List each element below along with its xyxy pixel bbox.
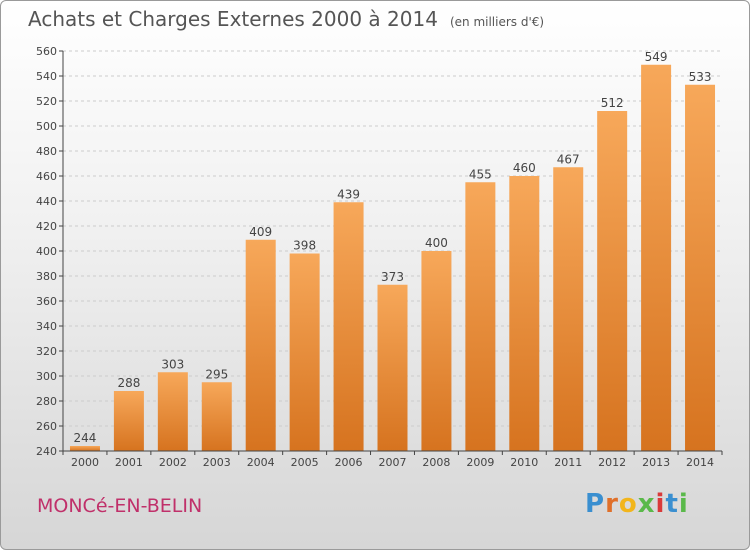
bar-value-label: 460 (513, 161, 536, 175)
y-tick-label: 380 (36, 270, 57, 283)
logo-letter: o (618, 489, 638, 519)
labels: 240 260 280 300 320 340 360 380 400 420 440 460 480 5… (36, 45, 714, 469)
bar (421, 251, 452, 451)
logo-letter: x (637, 489, 656, 519)
y-tick-label: 240 (36, 445, 57, 458)
chart-unit: (en milliers d'€) (449, 15, 545, 29)
logo-letter: t (665, 489, 679, 519)
x-tick-label: 2003 (203, 456, 231, 469)
bar-value-label: 303 (161, 357, 184, 371)
y-tick-label: 460 (36, 170, 57, 183)
x-tick-label: 2007 (379, 456, 407, 469)
bar-value-label: 455 (469, 167, 492, 181)
bar-value-label: 288 (117, 376, 140, 390)
bar-value-label: 400 (425, 236, 448, 250)
y-tick-label: 540 (36, 70, 57, 83)
x-tick-label: 2001 (115, 456, 143, 469)
chart-title: Achats et Charges Externes 2000 à 2014 (e… (28, 7, 544, 31)
x-tick-label: 2014 (686, 456, 714, 469)
logo-letter: i (655, 489, 666, 519)
bar-value-label: 409 (249, 225, 272, 239)
y-tick-label: 400 (36, 245, 57, 258)
place-name: MONCé-EN-BELIN (37, 495, 203, 517)
bar (509, 176, 540, 451)
x-tick-label: 2009 (466, 456, 494, 469)
x-tick-label: 2002 (159, 456, 187, 469)
bar (465, 182, 496, 451)
y-tick-label: 340 (36, 320, 57, 333)
bars (69, 64, 716, 451)
y-tick-label: 280 (36, 395, 57, 408)
bar (201, 382, 232, 451)
bar-value-label: 373 (381, 270, 404, 284)
x-tick-label: 2012 (598, 456, 626, 469)
bar-value-label: 295 (205, 367, 228, 381)
y-tick-label: 440 (36, 195, 57, 208)
bar (641, 64, 672, 451)
y-tick-label: 260 (36, 420, 57, 433)
y-tick-label: 520 (36, 95, 57, 108)
x-tick-label: 2005 (291, 456, 319, 469)
bar-value-label: 439 (337, 187, 360, 201)
bar-value-label: 398 (293, 239, 316, 253)
x-tick-label: 2000 (71, 456, 99, 469)
bar (69, 446, 100, 451)
y-tick-label: 480 (36, 145, 57, 158)
bar-value-label: 533 (689, 70, 712, 84)
chart-title-text: Achats et Charges Externes 2000 à 2014 (28, 7, 438, 31)
y-tick-label: 500 (36, 120, 57, 133)
x-tick-label: 2010 (510, 456, 538, 469)
axes (59, 50, 723, 455)
y-tick-label: 300 (36, 370, 57, 383)
y-tick-label: 560 (36, 45, 57, 58)
bar (157, 372, 188, 451)
x-tick-label: 2004 (247, 456, 275, 469)
x-tick-label: 2006 (335, 456, 363, 469)
logo-letter: r (605, 489, 619, 519)
bar (597, 111, 628, 451)
x-tick-label: 2011 (554, 456, 582, 469)
bar-value-label: 549 (645, 50, 668, 64)
logo-letter: i (678, 489, 689, 519)
y-tick-label: 420 (36, 220, 57, 233)
y-tick-label: 320 (36, 345, 57, 358)
bar (685, 84, 716, 451)
y-tick-label: 360 (36, 295, 57, 308)
bar (245, 239, 276, 451)
proxiti-logo: Proxiti (585, 489, 689, 519)
bar (289, 253, 320, 451)
bar (113, 391, 144, 451)
bar (377, 284, 408, 451)
bar (333, 202, 364, 451)
x-tick-label: 2008 (422, 456, 450, 469)
bar-value-label: 244 (74, 431, 97, 445)
bar-value-label: 467 (557, 152, 580, 166)
bar-value-label: 512 (601, 96, 624, 110)
bar (553, 167, 584, 451)
logo-letter: P (585, 489, 606, 519)
x-tick-label: 2013 (642, 456, 670, 469)
